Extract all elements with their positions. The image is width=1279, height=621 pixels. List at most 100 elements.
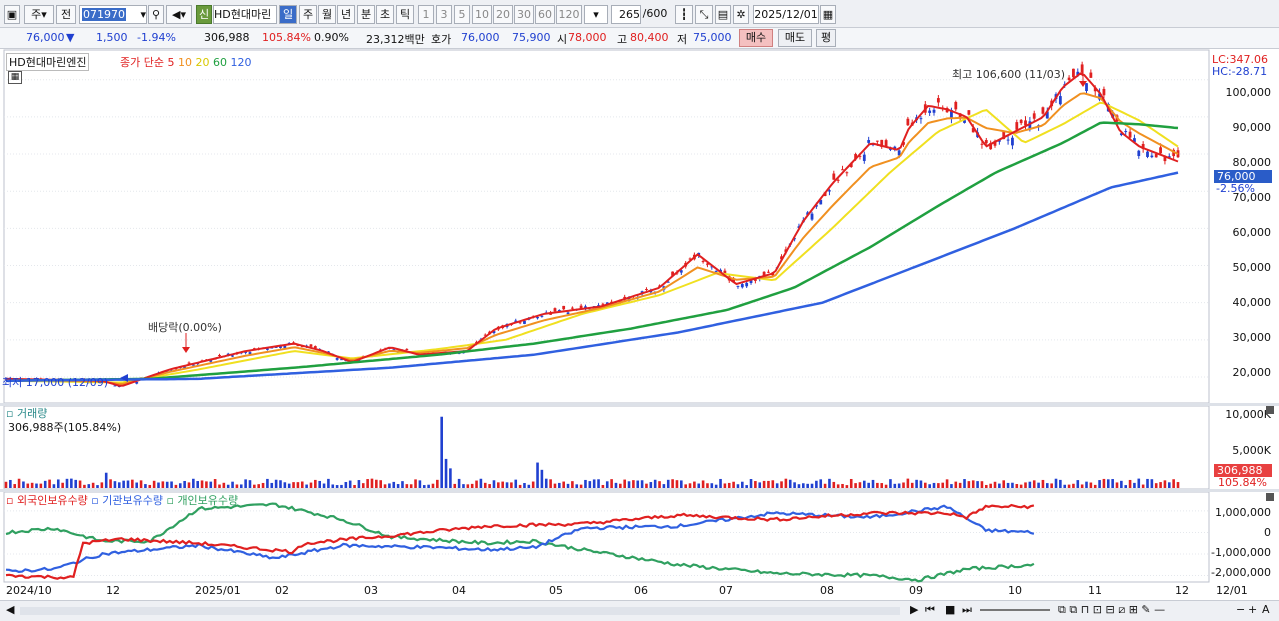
candle (692, 254, 696, 260)
stock-name[interactable]: HD현대마린 (213, 5, 277, 24)
calendar-icon[interactable]: ▦ (820, 5, 836, 24)
volume-bar (1163, 480, 1167, 488)
candle (305, 345, 309, 347)
volume-bar (157, 482, 160, 488)
layout-icon[interactable]: ▣ (4, 5, 20, 24)
volume-bar (501, 481, 504, 488)
first-icon[interactable]: ⏮ (925, 603, 935, 616)
settings-icon[interactable]: ✲ (733, 5, 749, 24)
interval-30[interactable]: 30 (514, 5, 534, 24)
volume-bar (174, 484, 178, 488)
inst-label: 기관보유수량 (102, 494, 163, 507)
close-panel-icon[interactable] (1266, 406, 1274, 414)
interval-10[interactable]: 10 (472, 5, 492, 24)
candle-type-icon[interactable]: ┇ (675, 5, 693, 24)
foreign-legend[interactable]: ▫ 외국인보유수량 (6, 494, 88, 507)
candle (109, 382, 112, 384)
last-icon[interactable]: ⏭ (962, 603, 972, 616)
volume-bar (889, 479, 892, 488)
scroll-right-icon[interactable]: ▶ (910, 603, 919, 616)
prev-button[interactable]: 전 (56, 5, 76, 24)
panel-divider[interactable] (0, 403, 1279, 406)
volume-bar (579, 484, 583, 488)
volume-bar (30, 482, 34, 488)
price-panel-title[interactable]: HD현대마린엔진 (6, 53, 90, 71)
candle (409, 351, 413, 353)
interval-20[interactable]: 20 (493, 5, 513, 24)
zoom-slider[interactable] (980, 609, 1050, 611)
candle (562, 305, 566, 310)
candle (727, 276, 731, 281)
volume-bar (893, 483, 897, 488)
stop-icon[interactable]: ■ (945, 603, 956, 616)
candle (932, 109, 936, 113)
new-tag: 신 (196, 5, 212, 24)
tab-minute[interactable]: 분 (357, 5, 375, 24)
volume-bar (810, 483, 814, 488)
table-icon[interactable]: ▦ (8, 71, 22, 84)
flow-y-tick: 0 (1264, 526, 1271, 539)
volume-bar (945, 479, 949, 488)
candle (117, 385, 121, 387)
candle (370, 355, 374, 357)
volume: 306,988 (204, 31, 250, 44)
tab-month[interactable]: 월 (318, 5, 336, 24)
indiv-legend[interactable]: ▫ 개인보유수량 (166, 494, 239, 507)
scroll-track[interactable] (20, 607, 900, 615)
volume-bar (527, 484, 531, 488)
open-label: 시 (557, 33, 568, 46)
inst-legend[interactable]: ▫ 기관보유수량 (91, 494, 163, 507)
tab-week[interactable]: 주 (299, 5, 317, 24)
tab-year[interactable]: 년 (337, 5, 355, 24)
date-input[interactable]: 2025/12/01 (753, 5, 819, 24)
tab-tick[interactable]: 틱 (396, 5, 414, 24)
close-panel-icon[interactable] (1266, 493, 1274, 501)
sell-button[interactable]: 매도 (778, 29, 812, 47)
draw-tool-icon[interactable]: ⤡ (695, 5, 713, 24)
x-tick: 2024/10 (6, 584, 52, 597)
interval-3[interactable]: 3 (436, 5, 452, 24)
interval-60[interactable]: 60 (535, 5, 555, 24)
zoom-in-icon[interactable]: + (1248, 603, 1258, 616)
volume-bar (771, 480, 775, 488)
volume-bar (588, 481, 592, 488)
inst-flow-line (5, 504, 1035, 574)
ma60-label: 60 (212, 56, 227, 69)
buy-button[interactable]: 매수 (739, 29, 773, 47)
volume-bar (1059, 479, 1062, 488)
volume-bar (1002, 480, 1006, 488)
stock-code-input[interactable]: 071970 ▾ (79, 5, 147, 24)
candle (1037, 125, 1040, 127)
volume-bar (78, 480, 82, 488)
current-rate-tag: -2.56% (1216, 182, 1255, 195)
candle (139, 377, 143, 379)
interval-dropdown[interactable]: ▾ (584, 5, 608, 24)
interval-120[interactable]: 120 (556, 5, 582, 24)
font-icon[interactable]: A (1262, 603, 1270, 616)
volume-bar (950, 484, 953, 488)
ma5-label: 5 (167, 56, 175, 69)
save-icon[interactable]: ▤ (715, 5, 731, 24)
volume-panel-title[interactable]: ▫ 거래량 (6, 407, 48, 420)
candle (601, 303, 605, 305)
candle (174, 368, 178, 370)
panel-divider[interactable] (0, 489, 1279, 492)
tab-second[interactable]: 초 (376, 5, 394, 24)
volume-bar (784, 478, 788, 488)
high-label: 고 (617, 33, 628, 46)
candle (793, 238, 796, 240)
eval-button[interactable]: 평 (816, 29, 836, 47)
scroll-left-icon[interactable]: ◀ (6, 603, 15, 616)
volume-bar (828, 478, 831, 488)
search-icon[interactable]: ⚲ (148, 5, 164, 24)
tab-day[interactable]: 일 (279, 5, 297, 24)
period-select[interactable]: 주▾ (24, 5, 54, 24)
count-input[interactable]: 265 (611, 5, 641, 24)
zoom-out-icon[interactable]: − (1236, 603, 1246, 616)
interval-5[interactable]: 5 (454, 5, 470, 24)
interval-1[interactable]: 1 (418, 5, 434, 24)
candle (753, 278, 757, 281)
sound-icon[interactable]: ◀▾ (166, 5, 192, 24)
tool-icons[interactable]: ⧉ ⧉ ⊓ ⊡ ⊟ ⧄ ⊞ ✎ — (1058, 603, 1166, 616)
